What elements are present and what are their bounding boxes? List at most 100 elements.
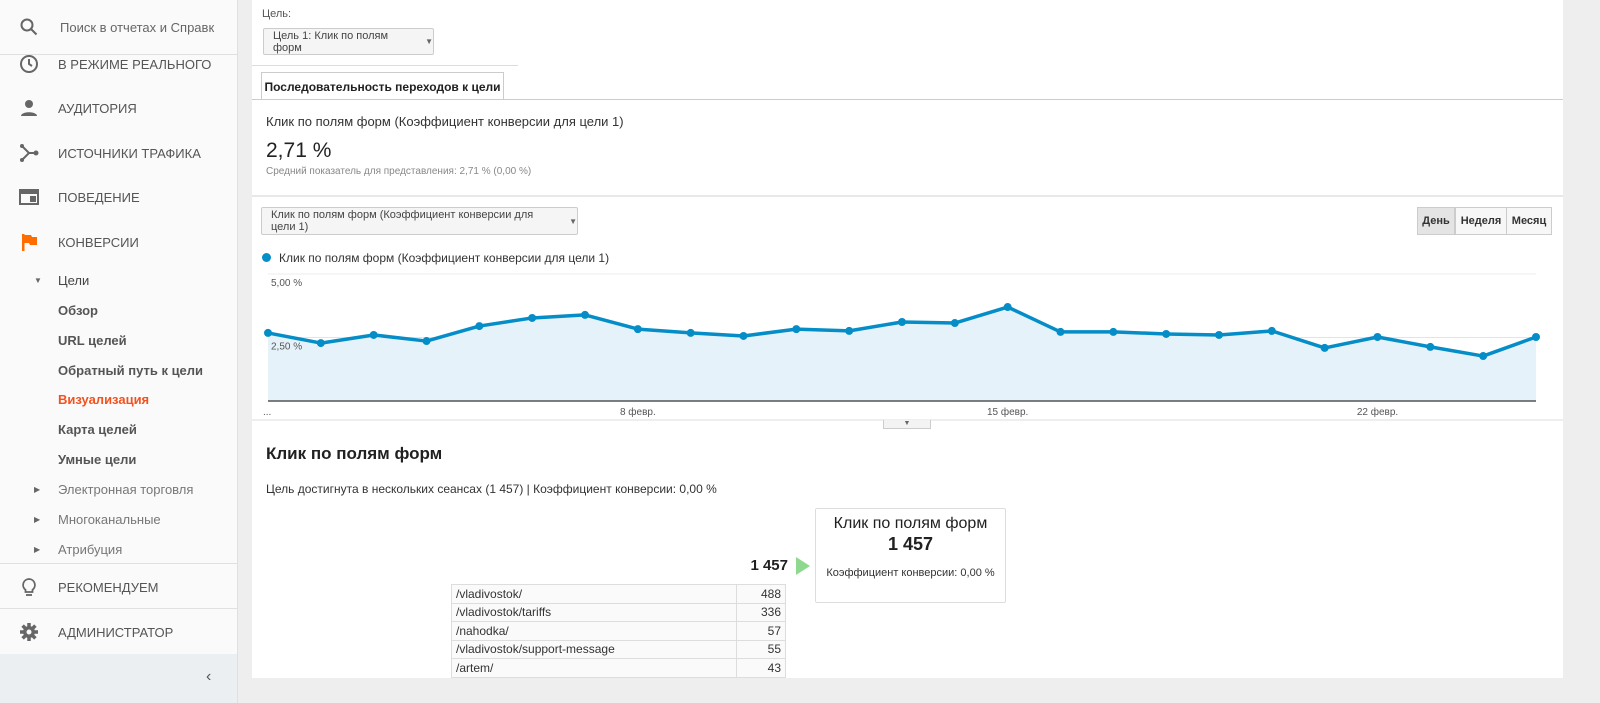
data-point (1532, 332, 1540, 341)
collapsed-arrow-icon: ▶ (34, 515, 41, 524)
entrance-pages-table: /vladivostok/488/vladivostok/tariffs 336/… (451, 584, 787, 678)
search-icon (20, 18, 38, 36)
chevron-down-icon: ▼ (569, 216, 577, 226)
nav-conversions[interactable]: Конверсии (0, 220, 237, 264)
page-count: 336 (735, 602, 787, 622)
data-point (1162, 329, 1171, 338)
goal-box: Клик по полям форм 1 457 Коэффициент кон… (815, 508, 1006, 603)
page-count: 488 (735, 584, 787, 604)
acquisition-icon (19, 143, 39, 163)
expand-chart-button[interactable]: ▼ (883, 420, 931, 429)
nav-admin[interactable]: Администратор (0, 610, 237, 654)
nav-multichannel[interactable]: Многоканальные (58, 512, 161, 527)
page-path: /artem/ (451, 658, 737, 678)
x-tick-label: 15 февр. (987, 406, 1028, 418)
data-point (898, 318, 906, 327)
goal-select-value: Цель 1: Клик по полям форм (273, 29, 389, 54)
nav-label: Администратор (58, 624, 174, 640)
nav-goal-urls[interactable]: URL целей (58, 333, 127, 348)
x-tick-label: 22 февр. (1357, 406, 1398, 418)
goal-select[interactable]: Цель 1: Клик по полям форм ▼ (263, 28, 434, 55)
nav-reverse-goal-path[interactable]: Обратный путь к цели (58, 363, 204, 378)
period-week-button[interactable]: Неделя (1455, 207, 1507, 235)
collapsed-arrow-icon: ▶ (34, 545, 41, 554)
expanded-arrow-icon: ▼ (34, 276, 42, 285)
goal-box-title: Клик по полям форм (833, 515, 988, 532)
data-point (1109, 327, 1118, 336)
summary-value: 2,71 % (266, 139, 332, 162)
search-input[interactable]: Поиск в отчетах и Справк (60, 19, 215, 35)
divider (0, 54, 237, 55)
nav-smart-goals[interactable]: Умные цели (58, 452, 137, 467)
table-row[interactable]: /vladivostok/tariffs 336 (451, 602, 787, 622)
data-point (528, 313, 537, 322)
period-month-button[interactable]: Месяц (1506, 207, 1552, 235)
collapsed-arrow-icon: ▶ (34, 485, 41, 494)
data-point (422, 337, 431, 346)
table-row[interactable]: /artem/43 (451, 658, 787, 678)
divider (252, 65, 518, 66)
table-row[interactable]: /nahodka/57 (451, 621, 787, 641)
data-point (1215, 330, 1223, 339)
table-row[interactable]: /vladivostok/support-message 55 (451, 639, 787, 659)
y-tick-label: 2,50 % (271, 342, 302, 353)
behavior-icon (19, 187, 39, 207)
period-day-button[interactable]: День (1417, 207, 1455, 235)
search-box[interactable]: Поиск в отчетах и Справк (0, 0, 237, 54)
summary-title: Клик по полям форм (Коэффициент конверси… (266, 114, 624, 129)
data-point (581, 310, 589, 319)
report-content: Цель: Цель 1: Клик по полям форм ▼ Послед… (252, 0, 1563, 678)
nav-audience[interactable]: Аудитория (0, 86, 237, 130)
nav-label: В режиме реального (58, 56, 212, 72)
nav-goals[interactable]: Цели (58, 273, 90, 288)
goal-box-rate: Коэффициент конверсии: 0,00 % (826, 567, 995, 579)
nav-discover[interactable]: Рекомендуем (0, 565, 237, 609)
tab-funnel[interactable]: Последовательность переходов к цели (261, 72, 504, 100)
area-fill (268, 307, 1536, 401)
nav-label: Аудитория (58, 100, 137, 116)
data-point (1267, 326, 1276, 335)
page-count: 55 (735, 639, 787, 659)
nav-goals-overview[interactable]: Обзор (58, 303, 98, 318)
gear-icon (19, 622, 39, 642)
divider (0, 563, 237, 564)
data-point (633, 325, 642, 334)
nav-label: Рекомендуем (58, 579, 159, 595)
data-point (1003, 303, 1012, 312)
data-point (1056, 327, 1065, 336)
collapse-sidebar-button[interactable]: ‹ (206, 668, 212, 685)
metric-select-value: Клик по полям форм (Коэффициент конверси… (271, 209, 534, 233)
goal-label: Цель: (262, 8, 292, 20)
table-row[interactable]: /vladivostok/488 (451, 584, 787, 604)
incoming-count: 1 457 (750, 557, 788, 574)
data-point (739, 331, 748, 340)
data-point (475, 322, 484, 331)
nav-attribution[interactable]: Атрибуция (58, 542, 123, 557)
nav-funnel-visualization[interactable]: Визуализация (58, 392, 150, 407)
data-point (792, 325, 801, 334)
data-point (950, 319, 959, 328)
divider (0, 608, 237, 609)
legend-label: Клик по полям форм (Коэффициент конверси… (279, 251, 610, 265)
page-path: /vladivostok/tariffs (451, 602, 737, 622)
metric-select[interactable]: Клик по полям форм (Коэффициент конверси… (261, 207, 578, 235)
nav-acquisition[interactable]: Источники трафика (0, 131, 237, 175)
flow-title: Клик по полям форм (266, 444, 443, 463)
nav-realtime[interactable]: В режиме реального (0, 42, 237, 86)
data-point (686, 328, 695, 337)
data-point (264, 328, 272, 337)
nav-ecommerce[interactable]: Электронная торговля (58, 482, 194, 497)
divider (252, 195, 1563, 197)
page-path: /nahodka/ (451, 621, 737, 641)
line-chart: 5,00 % 2,50 %... 8 февр. 15 февр. 22 февр. (252, 273, 1563, 421)
lightbulb-icon (19, 577, 39, 597)
nav-behavior[interactable]: Поведение (0, 175, 237, 219)
sidebar: Поиск в отчетах и Справк В режиме реальн… (0, 0, 238, 703)
data-point (1479, 352, 1488, 361)
collapse-bar: ‹ (0, 654, 237, 703)
y-tick-label: 5,00 % (271, 278, 302, 289)
x-tick-label: 8 февр. (620, 406, 656, 418)
nav-label: Конверсии (58, 234, 139, 250)
nav-label: Поведение (58, 189, 140, 205)
nav-goal-flow[interactable]: Карта целей (58, 422, 137, 437)
